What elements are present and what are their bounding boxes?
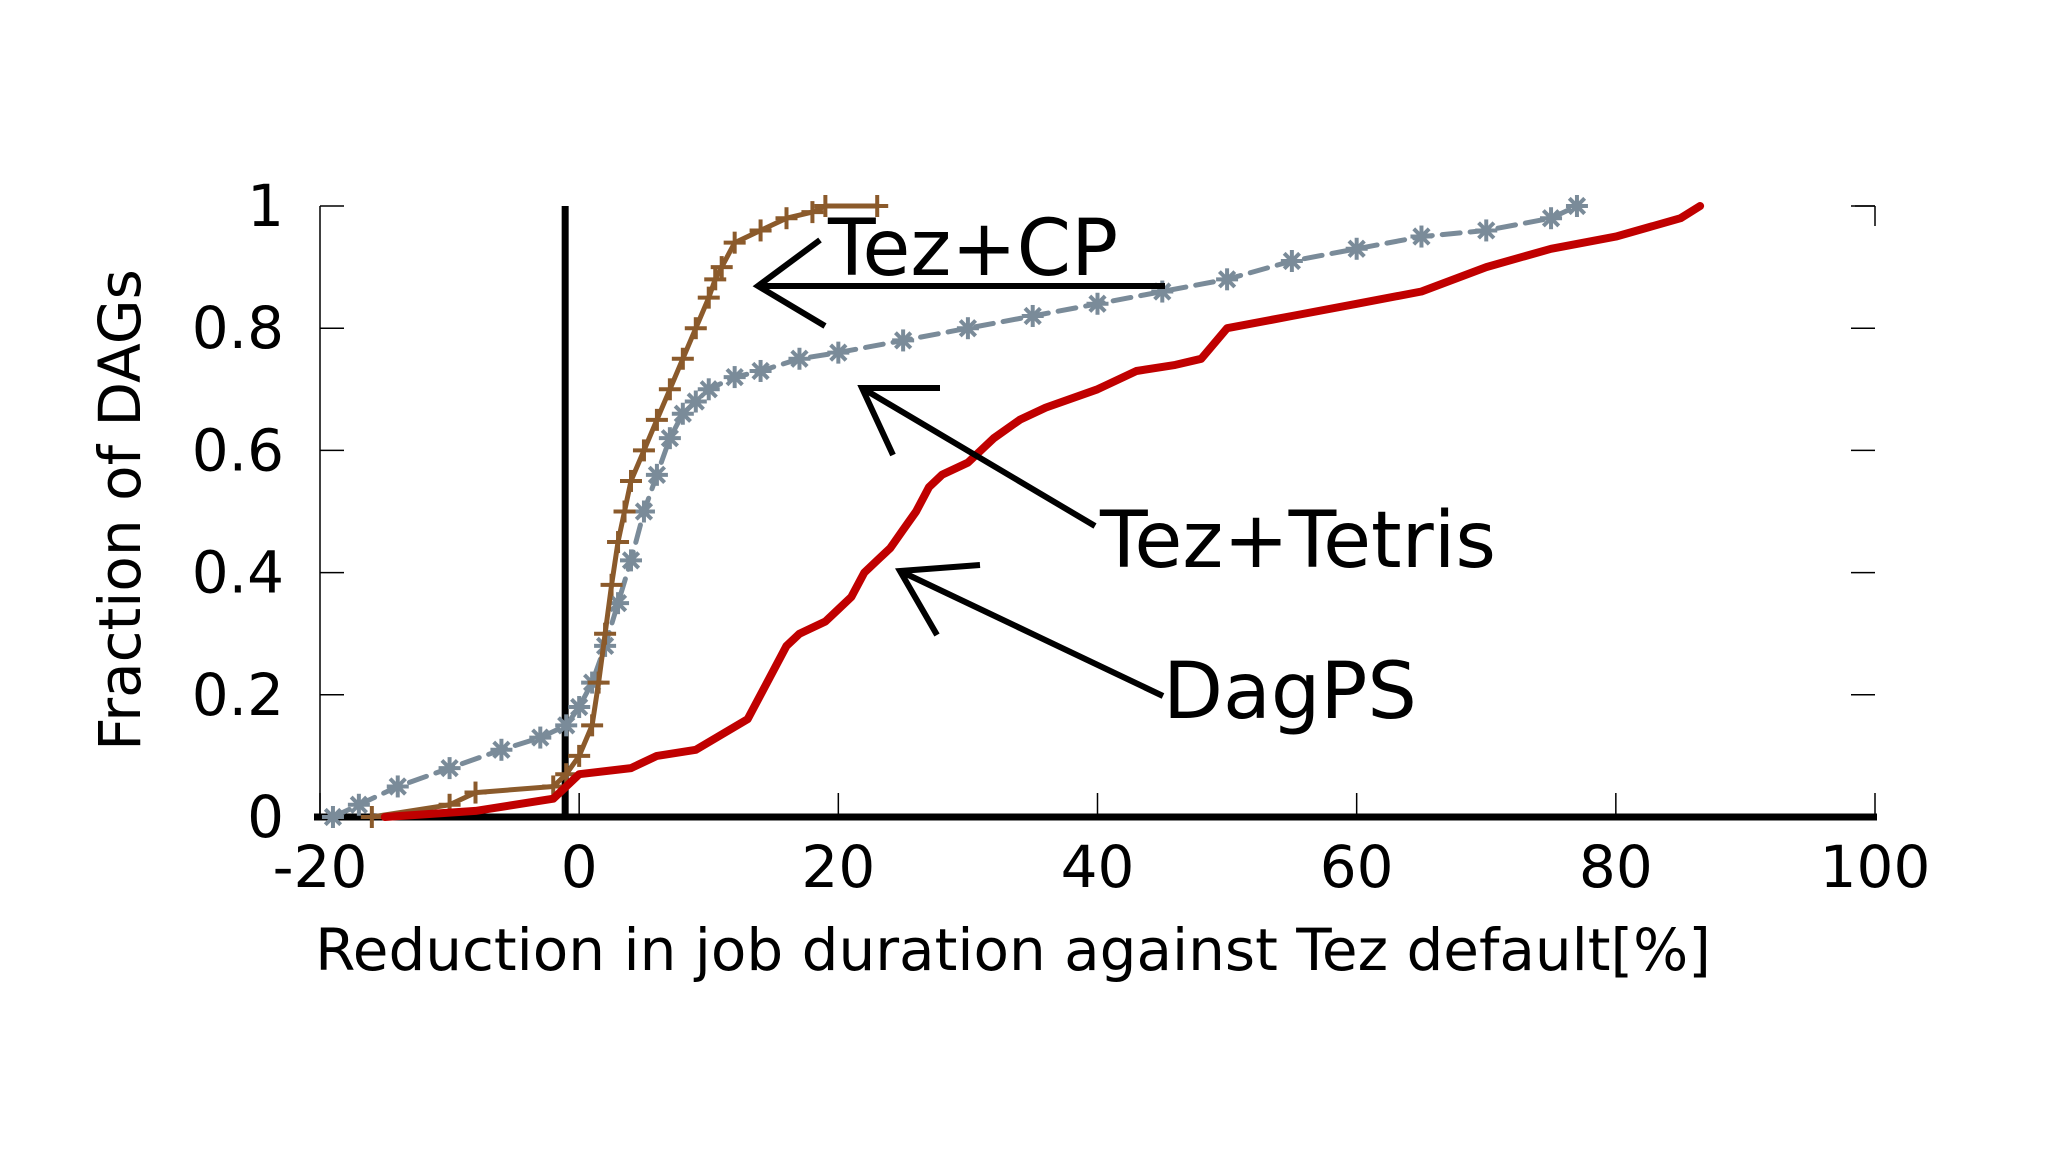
x-tick-label: -20 [273,833,368,901]
tick-marks [319,205,1876,818]
data-point [775,207,798,230]
data-point [529,726,552,749]
x-tick-label: 0 [561,833,598,901]
data-point [658,378,681,401]
data-point [632,439,655,462]
annotation-arrow-head [895,562,981,637]
data-point [568,696,591,719]
annotation-arrow-head [857,385,940,457]
data-point [620,469,642,492]
data-point [587,671,610,694]
data-point [697,378,720,401]
y-axis-label: Fraction of DAGs [86,269,154,751]
series-dagps [380,202,1705,821]
annotations: Tez+CP Tez+Tetris DagPS [752,204,1496,737]
annotation-label: DagPS [1163,647,1417,737]
data-point [594,622,617,645]
data-point [464,781,487,804]
data-point [697,286,720,309]
data-point [892,329,915,352]
annotation-label: Tez+CP [827,204,1118,294]
data-point [749,359,772,382]
annotation-arrow-line [860,385,1097,529]
data-point [723,366,746,389]
data-point [723,231,746,254]
data-point [1565,195,1588,217]
data-point [347,793,370,816]
data-point [555,714,578,737]
series-tez-tetris [321,195,1588,828]
data-point [620,549,642,572]
data-point [438,757,461,780]
data-point [607,531,630,554]
data-point [1280,249,1303,272]
data-point [386,775,409,798]
data-point [866,195,889,217]
data-point [613,500,636,523]
y-tick-label: 0.4 [192,539,284,607]
series-tez-cp [360,195,889,828]
y-tick-label: 0.8 [192,294,284,362]
y-tick-label: 0 [247,783,284,851]
x-tick-label: 100 [1820,833,1931,901]
data-point [710,256,733,279]
data-point [581,714,604,737]
data-point [788,347,811,370]
x-tick-label: 80 [1579,833,1653,901]
series-layer [321,195,1705,828]
annotation-dagps: DagPS [895,562,1417,737]
data-point [1475,219,1498,242]
data-point [321,806,344,828]
data-point [1216,268,1239,291]
data-point [600,573,623,596]
data-point [645,408,668,431]
x-axis-label: Reduction in job duration against Tez de… [315,916,1711,984]
y-tick-label: 0.6 [192,416,284,484]
x-tick-label: 20 [801,833,875,901]
data-point [749,219,772,242]
annotation-tez-cp: Tez+CP [752,204,1165,329]
series-line [380,202,1705,821]
data-point [607,592,630,615]
annotation-label: Tez+Tetris [1099,496,1496,586]
data-point [801,201,824,224]
annotation-tez-tetris: Tez+Tetris [857,385,1496,586]
data-point [1540,207,1563,230]
x-tick-label: 40 [1061,833,1135,901]
data-point [1086,292,1109,315]
data-point [671,347,694,370]
data-point [1345,237,1368,260]
data-point [684,317,707,340]
y-tick-labels: 0 0.2 0.4 0.6 0.8 1 [192,172,284,851]
y-tick-label: 1 [247,172,284,240]
series-line [330,203,1580,820]
annotation-arrow-line [898,568,1165,699]
x-tick-label: 60 [1320,833,1394,901]
data-point [632,500,655,523]
data-point [490,738,513,761]
data-point [827,341,850,364]
data-point [645,463,668,486]
data-point [658,427,681,450]
data-point [814,195,837,217]
data-point [956,317,979,340]
data-point [1021,304,1044,327]
data-point [1410,225,1433,248]
data-point [360,806,383,828]
x-tick-labels: -20 0 20 40 60 80 100 [273,833,1931,901]
y-tick-label: 0.2 [192,661,284,729]
data-point [704,268,727,291]
data-point [568,744,591,767]
annotation-arrow-head [752,237,827,329]
